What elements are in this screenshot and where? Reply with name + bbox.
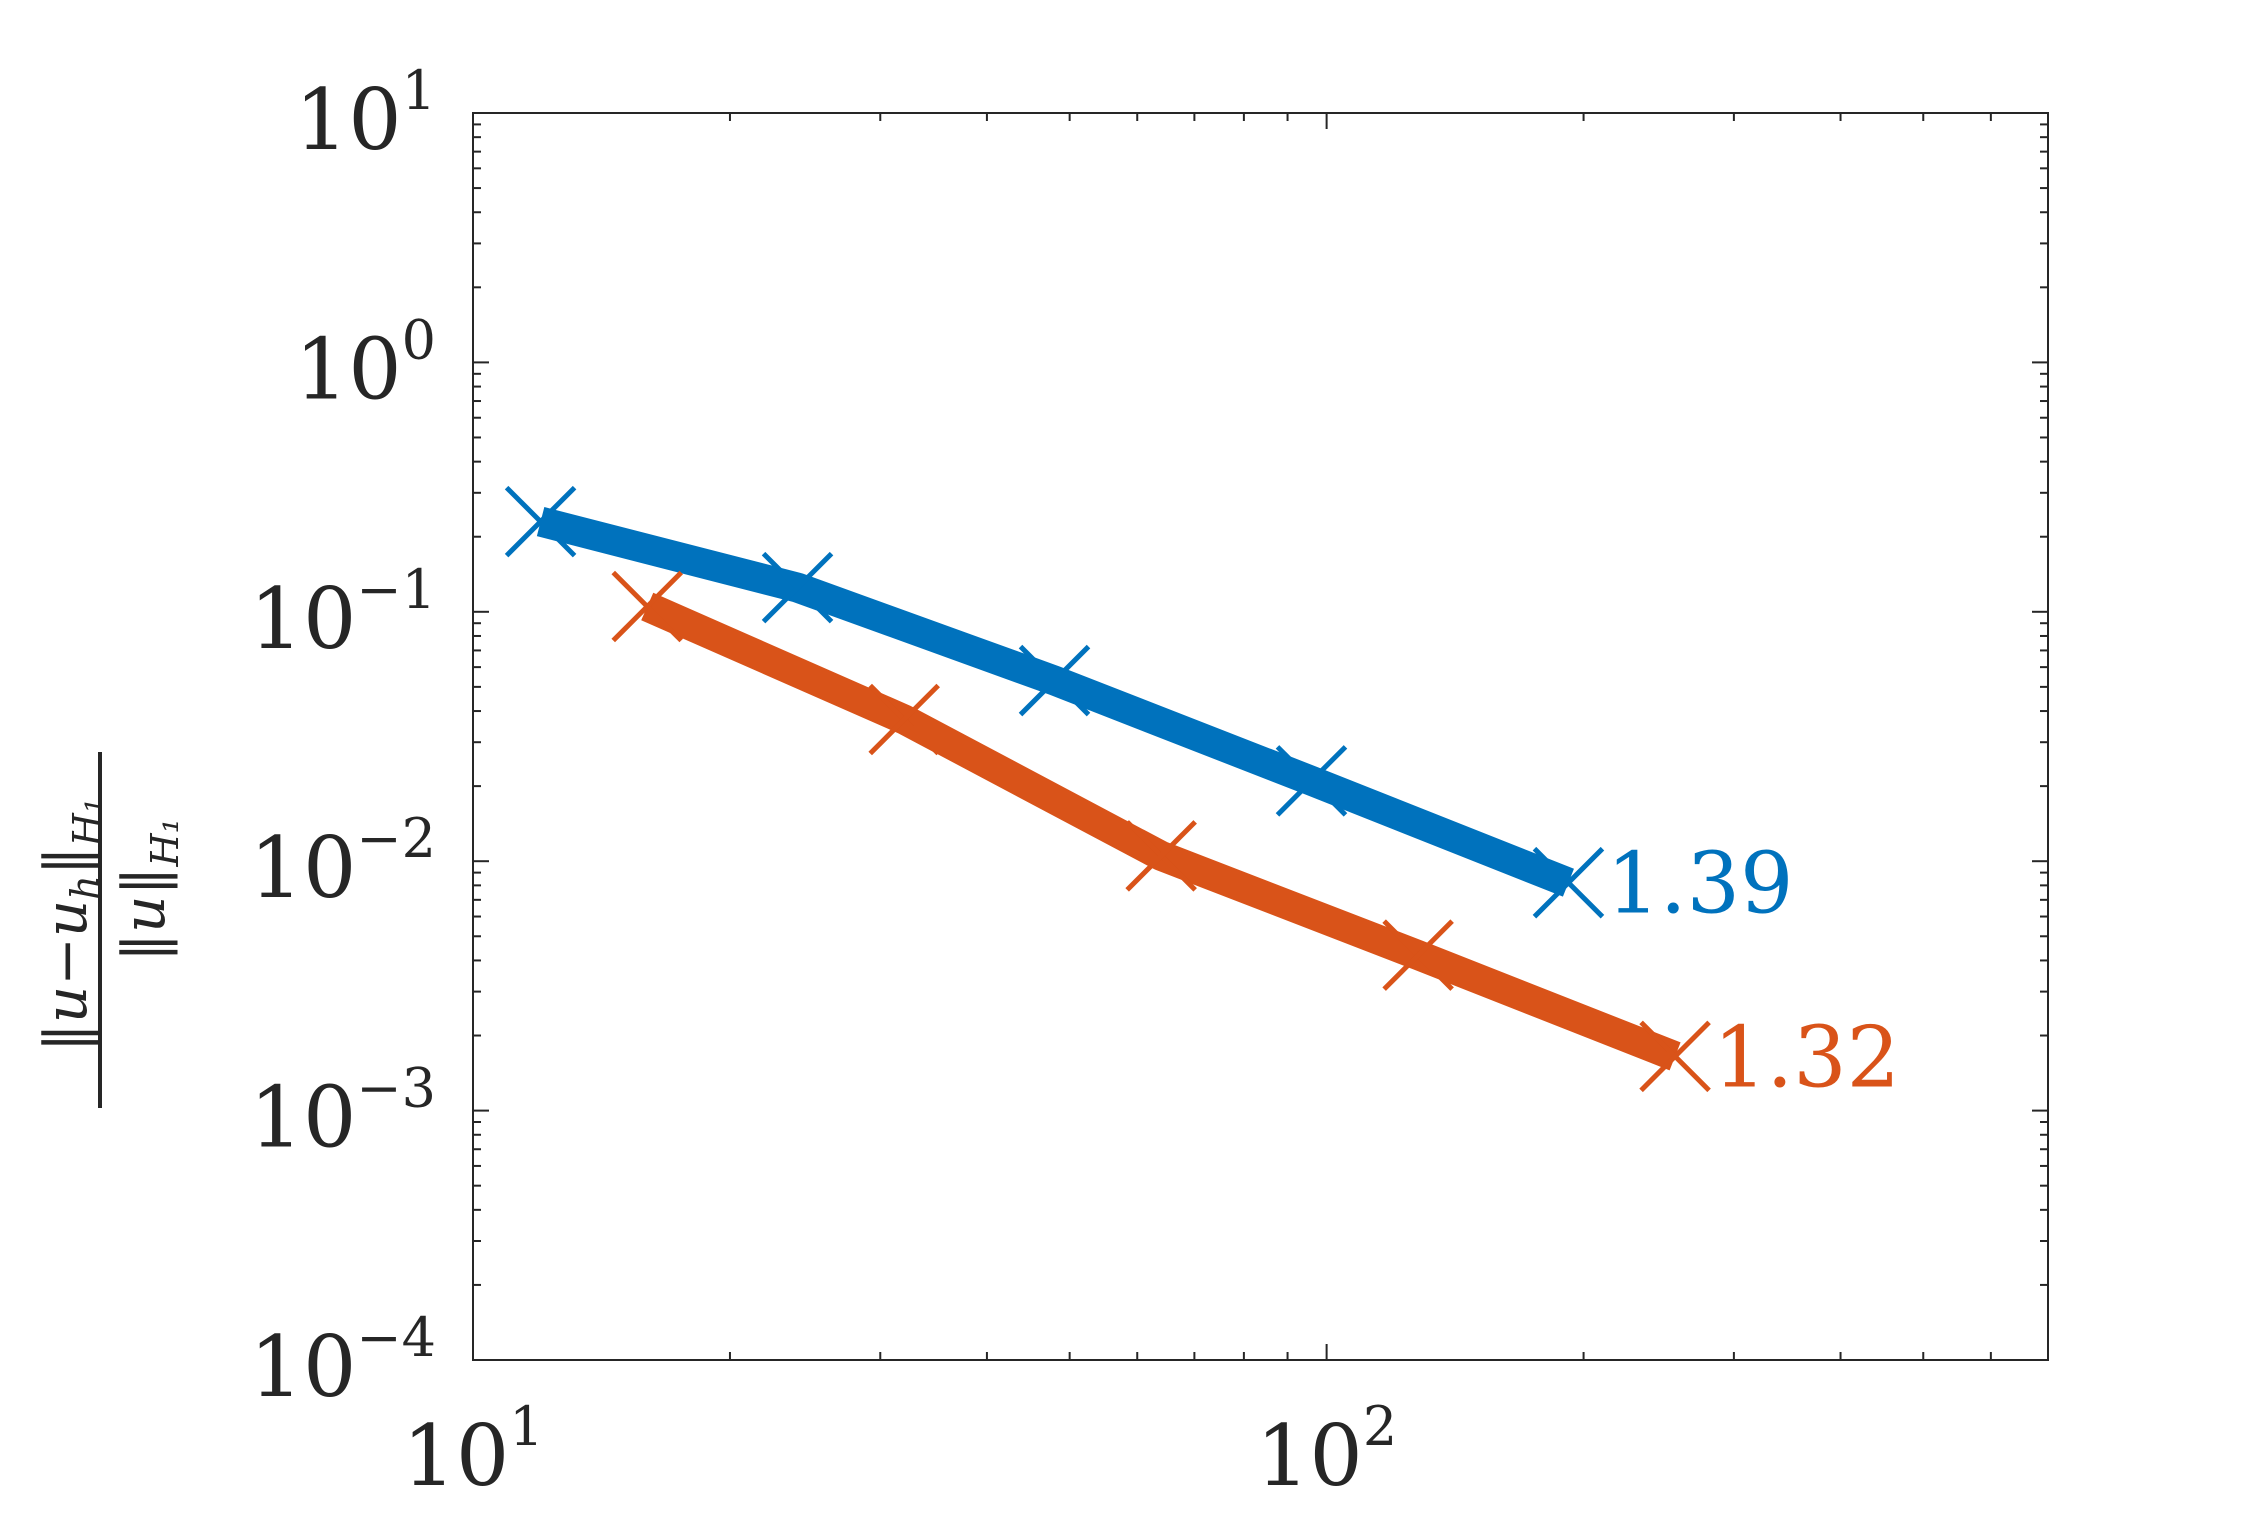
series-1-marker [504,485,577,558]
series-1-marker [1532,846,1605,919]
series-line-2 [641,592,1681,1071]
series-2-marker [1639,1020,1711,1093]
y-label-num-tail: ‖ [32,846,100,875]
y-axis-label-numerator: ‖u−uh‖H₁ [32,798,109,1052]
y-tick-label: 10−1 [250,558,437,668]
y-label-den-sub: H₁ [143,818,187,867]
y-label-num-main: ‖u−u [32,900,100,1052]
plot-area-frame [472,112,2049,1361]
series-1-rate-label: 1.39 [1606,835,1793,933]
y-tick-labels: 101 100 10−1 10−2 10−3 10−4 [250,59,437,1416]
x-tick-label: 101 [402,1395,543,1505]
series-2-marker [611,570,684,643]
y-tick-label: 100 [295,308,436,418]
x-tick-labels: 101 102 [402,1395,1397,1505]
series-2-marker [868,683,940,756]
y-axis-label: ‖u−uh‖H₁ ‖u‖H₁ [32,752,187,1108]
y-label-num-norm-sub: H₁ [65,798,109,847]
series-2-marker [1382,919,1454,991]
series-2-rate-label: 1.32 [1713,1008,1900,1106]
y-tick-label: 10−4 [250,1306,437,1416]
series-lines [536,507,1681,1071]
series-1-marker [1018,644,1091,717]
y-label-den-main: ‖u‖ [110,867,178,962]
series-1-marker [1275,745,1348,817]
series-2-marker [1125,820,1197,892]
series-markers [504,485,1711,1093]
rate-labels: 1.39 1.32 [1606,835,1900,1107]
y-tick-label: 10−2 [250,807,437,917]
x-tick-label: 102 [1256,1395,1397,1505]
series-1-marker [761,551,834,624]
y-tick-label: 10−3 [250,1057,437,1167]
series-line-1 [536,507,1574,897]
y-axis-label-denominator: ‖u‖H₁ [110,818,187,962]
axis-ticks [472,112,2049,1361]
y-tick-label: 101 [295,59,436,169]
